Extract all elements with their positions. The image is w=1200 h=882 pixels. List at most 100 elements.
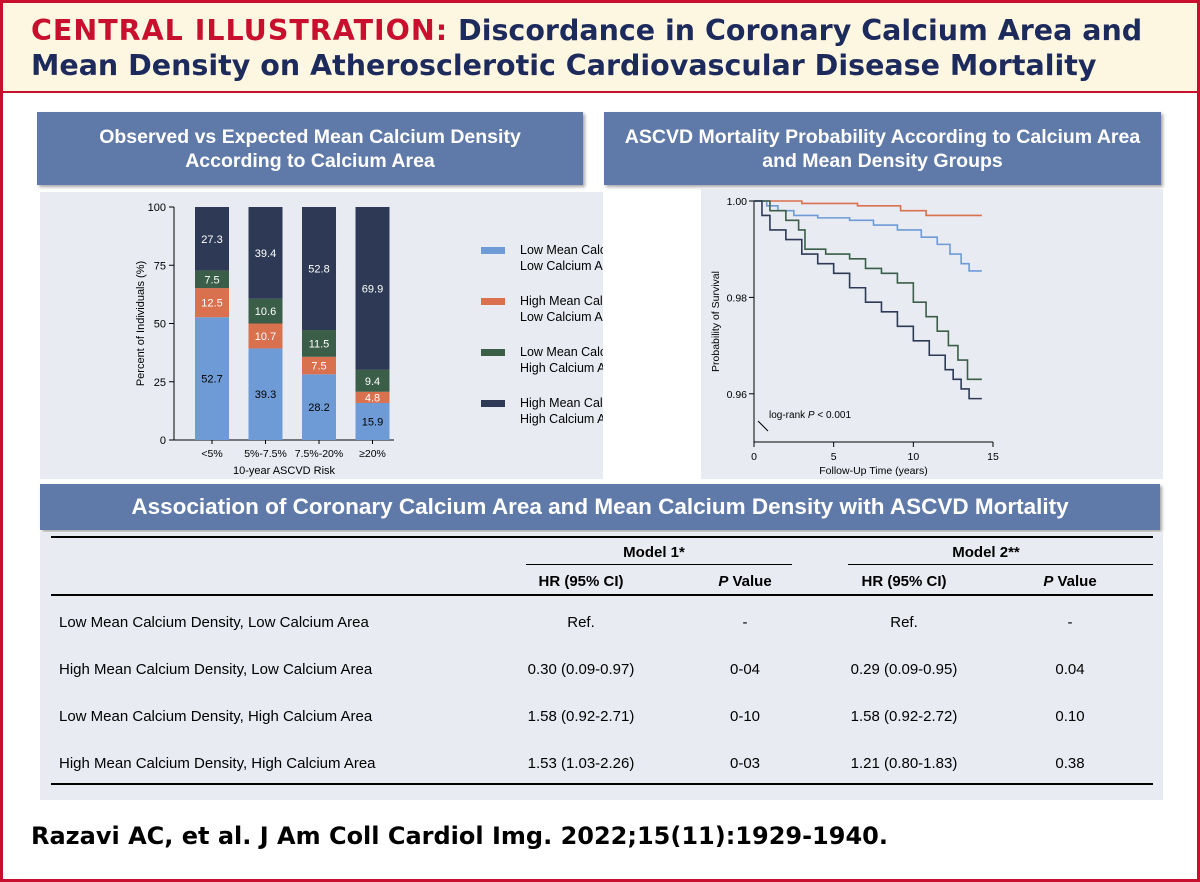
- row4-hr2: 1.21 (0.80-1.83): [850, 755, 958, 772]
- row3-label: Low Mean Calcium Density, High Calcium A…: [59, 708, 373, 725]
- bar-y-axis-title: Percent of Individuals (%): [135, 261, 147, 386]
- row1-p2: -: [1067, 614, 1073, 631]
- km-y-tick-label: 0.96: [727, 389, 748, 401]
- bar-segment: [248, 348, 283, 440]
- bar-segment: [302, 374, 336, 440]
- row3-hr2: 1.58 (0.92-2.72): [850, 708, 958, 725]
- legend-label: Low Mean Calcium Density,: [520, 345, 603, 359]
- title-rest: Discordance in Coronary Calcium Area and…: [31, 14, 1143, 82]
- header-bottom-rule: [51, 594, 1153, 596]
- table-panel-title: Association of Coronary Calcium Area and…: [131, 494, 1069, 519]
- p-rest-1: Value: [728, 573, 772, 590]
- bar-segment: [355, 369, 390, 392]
- bar-value-label: 10.7: [255, 331, 276, 343]
- bar-segment: [355, 391, 390, 403]
- bar-segment: [355, 207, 390, 370]
- bar-value-label: 11.5: [309, 338, 330, 350]
- legend-label: High Calcium Area: [520, 361, 603, 375]
- survival-chart: 0.96 0.98 1.00 0 5 10 15 Follow-Up Time (years)…: [710, 196, 999, 477]
- bar-segment: [302, 207, 336, 331]
- bar-segment: [355, 402, 390, 440]
- bar-value-label: 52.8: [308, 264, 329, 276]
- model2-rule: [848, 564, 1153, 565]
- bar-y-tick-label: 0: [160, 435, 166, 447]
- table-top-rule: [51, 536, 1153, 538]
- table-bottom-rule: [51, 783, 1153, 785]
- p-header-1: P Value: [718, 573, 771, 590]
- table-panel-header: Association of Coronary Calcium Area and…: [40, 484, 1160, 530]
- legend-swatch: [481, 349, 505, 356]
- km-survival-curve: [754, 200, 982, 217]
- legend-swatch: [481, 298, 505, 305]
- bar-segment: [195, 288, 229, 318]
- row2-hr2: 0.29 (0.09-0.95): [850, 661, 958, 678]
- bar-segment: [248, 207, 283, 299]
- row3-hr1: 1.58 (0.92-2.71): [527, 708, 635, 725]
- bar-segment: [302, 356, 336, 375]
- km-axis-break: [757, 420, 769, 432]
- hr-header-2: HR (95% CI): [861, 573, 947, 590]
- hazard-ratio-table: Model 1* Model 2** HR (95% CI) P Value H…: [40, 532, 1163, 800]
- bar-value-label: 7.5: [204, 274, 219, 286]
- bar-segment: [195, 270, 229, 289]
- bar-x-tick-label: <5%: [201, 448, 222, 460]
- bar-value-label: 15.9: [362, 416, 383, 428]
- hr-header-1: HR (95% CI): [538, 573, 624, 590]
- bar-y-tick-label: 50: [154, 319, 166, 331]
- km-survival-curve: [754, 200, 982, 381]
- km-y-tick-label: 1.00: [727, 196, 748, 208]
- bar-value-label: 39.4: [255, 248, 276, 260]
- row4-label: High Mean Calcium Density, High Calcium …: [59, 755, 376, 772]
- km-panel-title: ASCVD Mortality Probability According to…: [624, 125, 1141, 172]
- km-logrank-annotation: log-rank P < 0.001: [769, 410, 851, 421]
- bar-x-tick-label: ≥20%: [359, 448, 386, 460]
- bar-value-label: 69.9: [362, 283, 383, 295]
- bar-value-label: 12.5: [201, 298, 222, 310]
- p-italic-2: P: [1043, 573, 1054, 590]
- bar-value-label: 10.6: [255, 306, 276, 318]
- bar-value-label: 52.7: [201, 374, 222, 386]
- row2-label: High Mean Calcium Density, Low Calcium A…: [59, 661, 373, 678]
- bar-value-label: 7.5: [311, 361, 326, 373]
- bar-x-axis-title: 10-year ASCVD Risk: [233, 465, 336, 477]
- citation: Razavi AC, et al. J Am Coll Cardiol Img.…: [31, 822, 888, 850]
- bar-segment: [248, 323, 283, 349]
- row3-p1: 0-10: [729, 708, 761, 725]
- bar-x-tick-label: 5%-7.5%: [244, 448, 287, 460]
- bar-value-label: 27.3: [201, 234, 222, 246]
- model1-rule: [526, 564, 792, 565]
- p-italic-1: P: [718, 573, 729, 590]
- km-y-tick-label: 0.98: [727, 292, 748, 304]
- km-x-tick-label: 5: [831, 451, 837, 463]
- bar-y-tick-label: 25: [154, 377, 166, 389]
- km-y-axis-title: Probability of Survival: [710, 271, 722, 372]
- bar-segment: [248, 298, 283, 324]
- legend-label: High Calcium Area: [520, 412, 603, 426]
- legend-label: Low Calcium Area: [520, 259, 603, 273]
- row2-hr1: 0.30 (0.09-0.97): [527, 661, 635, 678]
- bar-y-tick-label: 75: [154, 260, 166, 272]
- km-x-axis-title: Follow-Up Time (years): [819, 465, 928, 477]
- model1-header: Model 1*: [623, 544, 685, 561]
- bar-segment: [195, 207, 229, 271]
- model2-header: Model 2**: [952, 544, 1020, 561]
- bar-value-label: 9.4: [365, 376, 380, 388]
- row4-p1: 0-03: [729, 755, 761, 772]
- km-panel-header: ASCVD Mortality Probability According to…: [604, 112, 1161, 185]
- legend-swatch: [481, 400, 505, 407]
- row1-p1: -: [742, 614, 748, 631]
- bar-y-tick-label: 100: [148, 202, 166, 214]
- km-x-tick-label: 15: [987, 451, 999, 463]
- bar-x-tick-label: 7.5%-20%: [295, 448, 343, 460]
- row2-p2: 0.04: [1055, 661, 1085, 678]
- figure-title: CENTRAL ILLUSTRATION: Discordance in Cor…: [31, 13, 1181, 83]
- row4-hr1: 1.53 (1.03-2.26): [527, 755, 635, 772]
- legend-label: Low Mean Calcium Density,: [520, 243, 603, 257]
- bar-value-label: 28.2: [308, 402, 329, 414]
- legend-label: High Mean Calcium Density,: [520, 294, 603, 308]
- bar-panel-header: Observed vs Expected Mean Calcium Densit…: [37, 112, 583, 185]
- bar-segment: [195, 317, 229, 440]
- bar-panel-title: Observed vs Expected Mean Calcium Densit…: [99, 125, 521, 172]
- legend-label: High Mean Calcium Density,: [520, 396, 603, 410]
